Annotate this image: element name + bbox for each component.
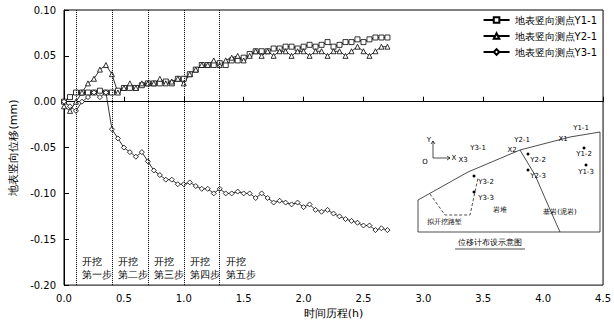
- svg-text:Y3-1: Y3-1: [469, 144, 486, 152]
- svg-text:3.5: 3.5: [475, 293, 491, 304]
- svg-text:Y: Y: [426, 136, 432, 144]
- svg-text:Y1-1: Y1-1: [572, 124, 589, 132]
- svg-text:开挖: 开挖: [190, 256, 210, 267]
- svg-text:O: O: [422, 158, 428, 166]
- svg-text:2.5: 2.5: [356, 293, 372, 304]
- svg-text:1.5: 1.5: [236, 293, 252, 304]
- svg-text:-0.20: -0.20: [30, 280, 56, 291]
- svg-text:4.0: 4.0: [535, 293, 551, 304]
- svg-text:拟开挖路堑: 拟开挖路堑: [427, 218, 462, 226]
- svg-text:第二步: 第二步: [118, 269, 148, 280]
- svg-text:第四步: 第四步: [190, 269, 220, 280]
- svg-text:地表竖向测点Y3-1: 地表竖向测点Y3-1: [514, 47, 597, 58]
- svg-text:开挖: 开挖: [226, 256, 246, 267]
- svg-text:Y2-3: Y2-3: [529, 172, 546, 180]
- svg-text:Y2-2: Y2-2: [529, 156, 546, 164]
- svg-text:0.5: 0.5: [116, 293, 132, 304]
- svg-text:第三步: 第三步: [154, 269, 184, 280]
- svg-text:X: X: [452, 154, 457, 162]
- svg-text:X3: X3: [458, 156, 467, 164]
- svg-text:开挖: 开挖: [154, 256, 174, 267]
- svg-text:Y1-3: Y1-3: [577, 168, 594, 176]
- svg-text:岩堆: 岩堆: [493, 206, 507, 214]
- svg-text:-0.10: -0.10: [30, 188, 56, 199]
- svg-text:位移计布设示意图: 位移计布设示意图: [458, 238, 522, 247]
- svg-text:1.0: 1.0: [176, 293, 192, 304]
- svg-text:时间历程(h): 时间历程(h): [304, 307, 364, 320]
- svg-text:0.10: 0.10: [34, 5, 56, 16]
- svg-text:-0.05: -0.05: [30, 142, 56, 153]
- svg-text:3.0: 3.0: [415, 293, 431, 304]
- svg-text:Y3-2: Y3-2: [477, 178, 494, 186]
- svg-text:基岩(泥岩): 基岩(泥岩): [543, 208, 577, 216]
- svg-text:X1: X1: [558, 135, 567, 143]
- svg-text:第一步: 第一步: [82, 269, 112, 280]
- svg-text:2.0: 2.0: [296, 293, 312, 304]
- svg-text:地表竖向测点Y1-1: 地表竖向测点Y1-1: [514, 15, 597, 26]
- svg-text:-0.15: -0.15: [30, 234, 56, 245]
- svg-text:Y2-1: Y2-1: [513, 136, 530, 144]
- svg-text:X2: X2: [507, 146, 516, 154]
- svg-text:地表竖向测点Y2-1: 地表竖向测点Y2-1: [514, 31, 597, 42]
- svg-text:4.5: 4.5: [595, 293, 611, 304]
- svg-text:0.0: 0.0: [56, 293, 72, 304]
- svg-text:地表竖向位移(mm): 地表竖向位移(mm): [7, 100, 20, 197]
- svg-text:Y3-3: Y3-3: [477, 194, 494, 202]
- svg-text:0.05: 0.05: [34, 50, 56, 61]
- svg-text:开挖: 开挖: [82, 256, 102, 267]
- svg-text:开挖: 开挖: [118, 256, 138, 267]
- svg-text:第五步: 第五步: [226, 269, 256, 280]
- svg-text:Y1-2: Y1-2: [575, 150, 592, 158]
- svg-text:0.00: 0.00: [34, 96, 56, 107]
